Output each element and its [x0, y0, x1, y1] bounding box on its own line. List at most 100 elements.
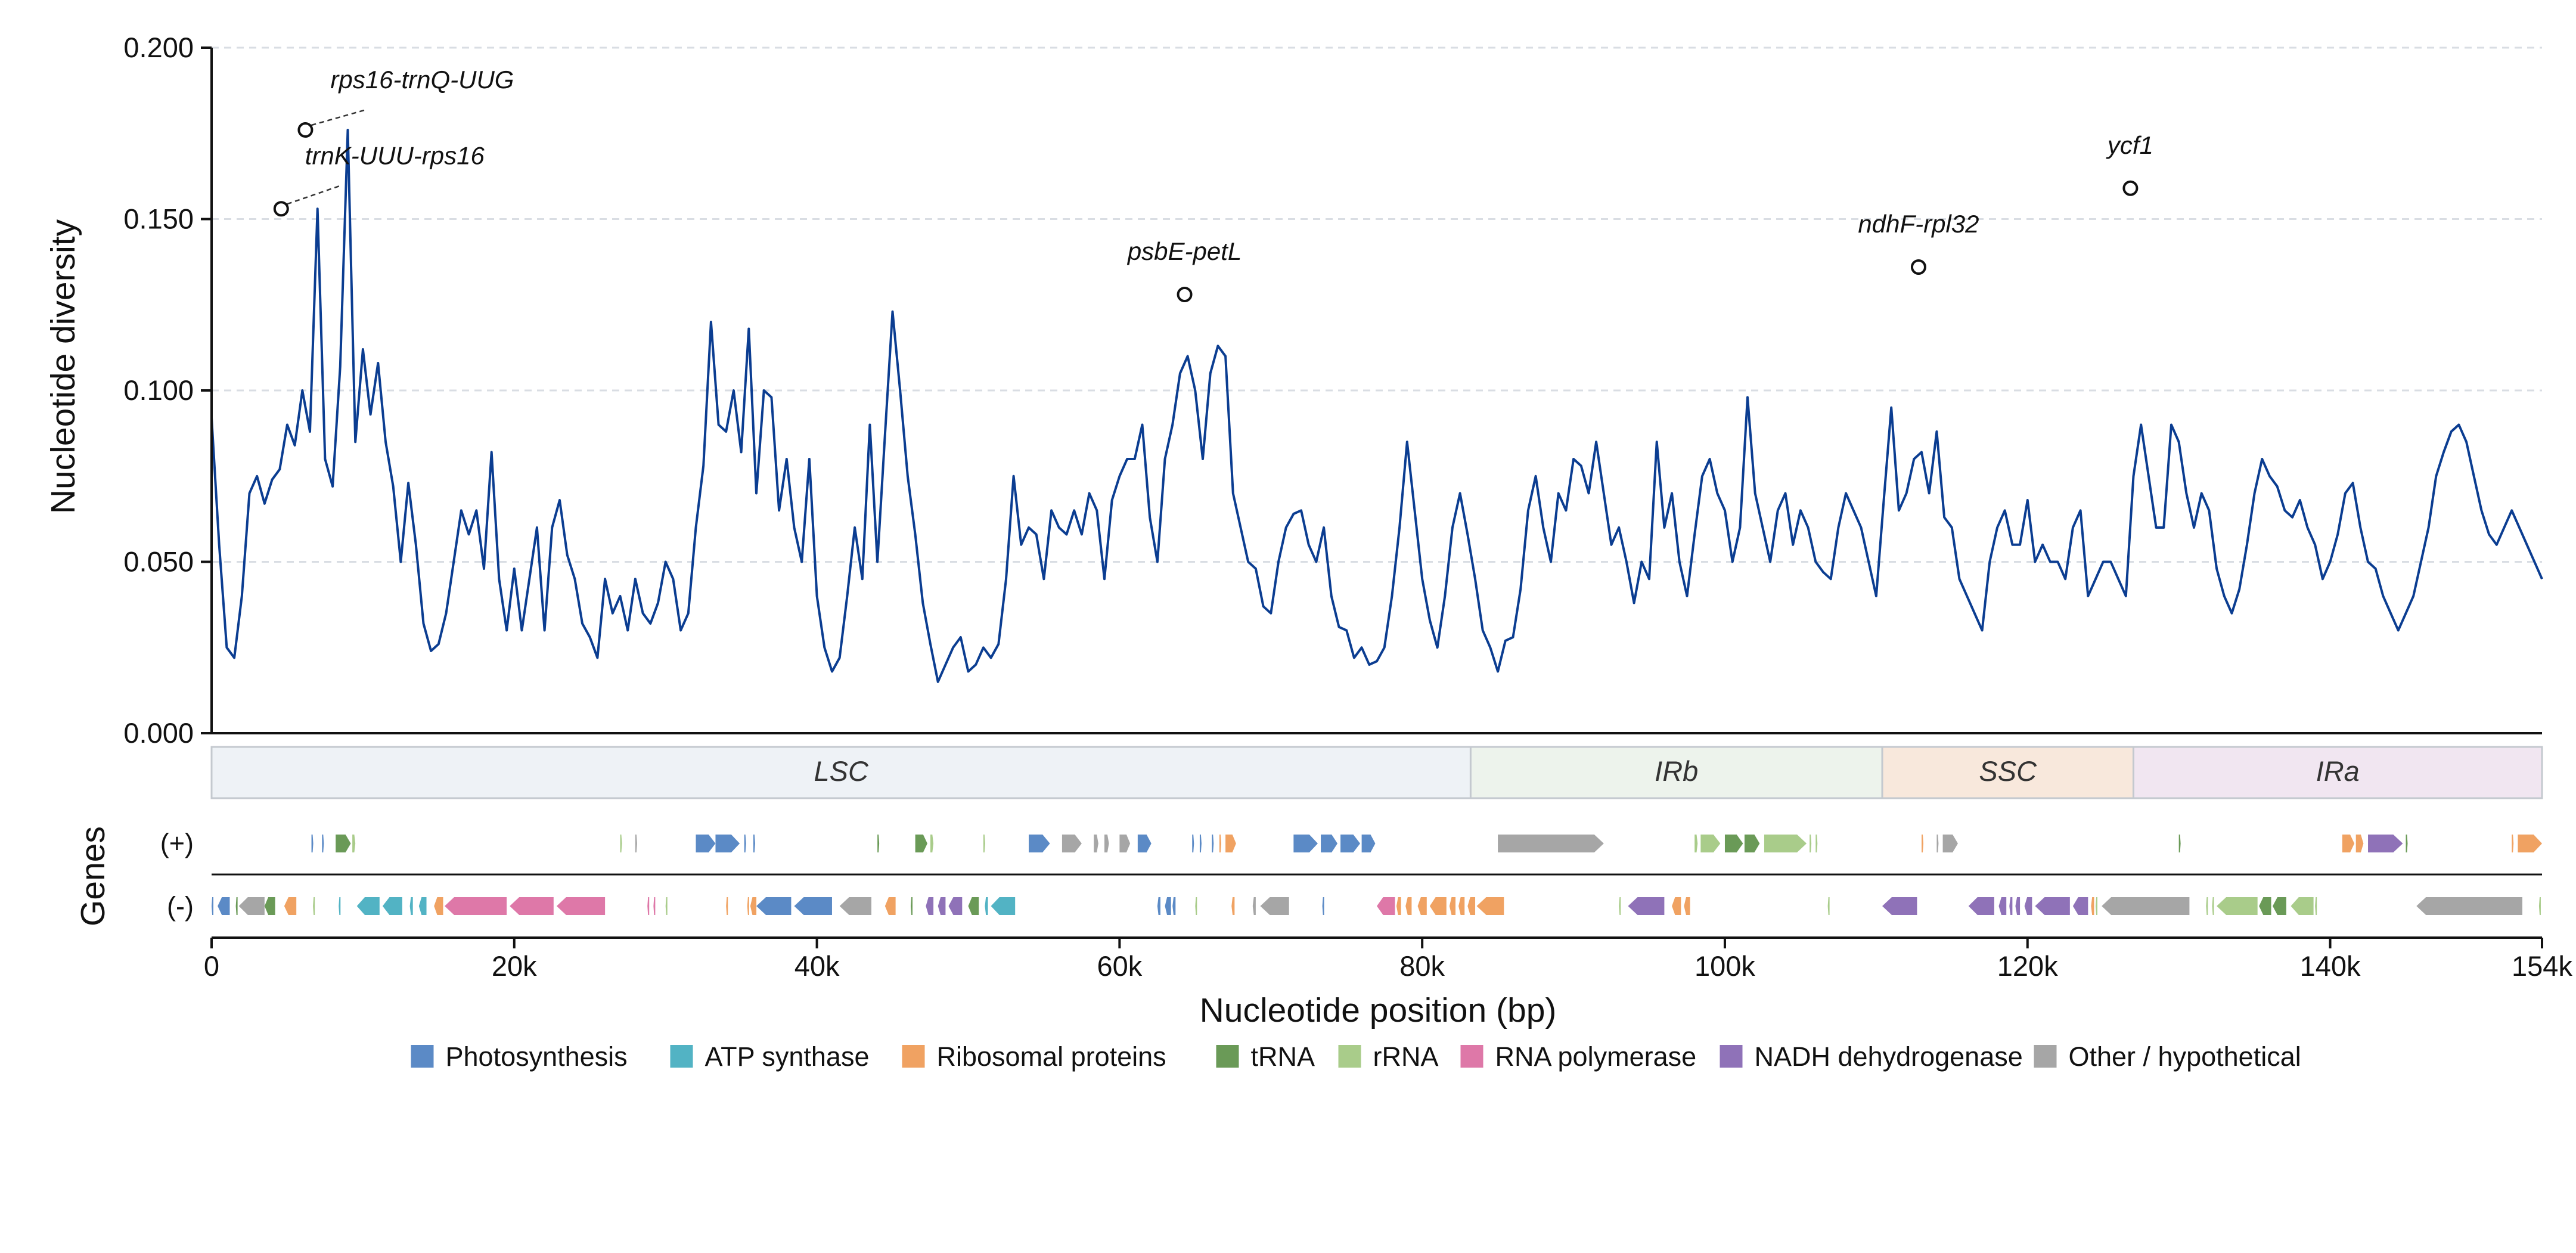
minus-strand-gene	[434, 897, 443, 915]
legend-swatch-other	[2034, 1045, 2057, 1068]
minus-strand-gene	[1458, 897, 1465, 915]
legend-swatch-trna	[1216, 1045, 1239, 1068]
region-label-ira: IRa	[2316, 755, 2360, 787]
region-label-irb: IRb	[1655, 755, 1698, 787]
peak-label: rps16-trnQ-UUG	[330, 66, 514, 94]
plus-strand-gene	[915, 835, 927, 852]
minus-strand-gene	[2024, 897, 2032, 915]
minus-strand-gene	[2206, 897, 2208, 915]
minus-strand-gene	[911, 897, 913, 915]
peak-marker	[1177, 287, 1193, 302]
minus-strand-gene	[747, 897, 749, 915]
minus-strand-gene	[556, 897, 606, 915]
plus-strand-gene	[1137, 835, 1152, 852]
minus-strand-label: (-)	[167, 891, 194, 922]
minus-strand-gene	[991, 897, 1016, 915]
minus-strand-gene	[2538, 897, 2541, 915]
minus-strand-gene	[2102, 897, 2190, 915]
minus-strand-gene	[2217, 897, 2258, 915]
plus-strand-gene	[1815, 835, 1818, 852]
y-tick-label: 0.100	[123, 374, 194, 406]
minus-strand-gene	[756, 897, 792, 915]
minus-strand-gene	[2015, 897, 2021, 915]
plus-strand-gene	[352, 835, 356, 852]
diversity-series	[210, 129, 2543, 683]
plus-strand-gene	[1340, 835, 1361, 852]
x-tick-label: 20k	[492, 950, 537, 982]
minus-strand-gene	[750, 897, 757, 915]
minus-strand-gene	[726, 897, 728, 915]
legend-swatch-atp	[670, 1045, 693, 1068]
gene-track	[212, 835, 2542, 915]
y-tick-label: 0.050	[123, 546, 194, 578]
legend-label-atp: ATP synthase	[705, 1041, 870, 1072]
minus-strand-gene	[382, 897, 402, 915]
peak-marker	[1910, 259, 1926, 275]
minus-strand-gene	[1619, 897, 1621, 915]
peak-label: ycf1	[2106, 131, 2153, 159]
plus-strand-gene	[1361, 835, 1376, 852]
y-tick-label: 0.000	[123, 717, 194, 749]
minus-strand-gene	[1231, 897, 1235, 915]
minus-strand-gene	[445, 897, 507, 915]
legend-label-ribo: Ribosomal proteins	[937, 1041, 1166, 1072]
x-tick-label: 60k	[1097, 950, 1142, 982]
plus-strand-gene	[744, 835, 746, 852]
legend-swatch-ribo	[902, 1045, 925, 1068]
plus-strand-gene	[1199, 835, 1202, 852]
minus-strand-gene	[2416, 897, 2522, 915]
minus-strand-gene	[339, 897, 341, 915]
y-tick-label: 0.200	[123, 32, 194, 63]
legend-label-rrna: rRNA	[1373, 1041, 1439, 1072]
diversity-line	[210, 129, 2543, 683]
legend-label-rnap: RNA polymerase	[1495, 1041, 1697, 1072]
legend-label-nadh: NADH dehydrogenase	[1755, 1041, 2023, 1072]
plus-strand-gene	[696, 835, 716, 852]
minus-strand-gene	[948, 897, 963, 915]
axes: Nucleotide diversity Nucleotide position…	[44, 32, 2572, 1029]
legend-swatch-rrna	[1338, 1045, 1361, 1068]
plus-strand-gene	[2518, 835, 2542, 852]
peak-marker	[2122, 180, 2139, 196]
minus-strand-gene	[926, 897, 934, 915]
x-tick-label: 40k	[794, 950, 840, 982]
minus-strand-gene	[647, 897, 650, 915]
plus-strand-gene	[635, 835, 637, 852]
plus-strand-gene	[1192, 835, 1194, 852]
y-axis-title: Nucleotide diversity	[44, 219, 82, 514]
region-irb	[1469, 746, 1883, 799]
plus-strand-gene	[311, 835, 314, 852]
gridlines	[212, 46, 2542, 563]
x-tick-label: 80k	[1399, 950, 1445, 982]
x-tick-label: 100k	[1694, 950, 1755, 982]
minus-strand-gene	[1684, 897, 1690, 915]
minus-strand-gene	[409, 897, 413, 915]
gene-track-title: Genes	[74, 826, 112, 926]
minus-strand-gene	[938, 897, 946, 915]
peak-label: ndhF-rpl32	[1858, 210, 1979, 238]
minus-strand-gene	[1252, 897, 1256, 915]
legend-swatch-photo	[411, 1045, 434, 1068]
legend-label-trna: tRNA	[1251, 1041, 1315, 1072]
region-label-lsc: LSC	[814, 755, 868, 787]
minus-strand-gene	[653, 897, 656, 915]
minus-strand-gene	[510, 897, 554, 915]
minus-strand-gene	[1165, 897, 1171, 915]
peak-marker	[273, 201, 289, 217]
minus-strand-gene	[1827, 897, 1830, 915]
plus-strand-gene	[620, 835, 622, 852]
annotation-leader	[311, 108, 367, 126]
minus-strand-gene	[1467, 897, 1476, 915]
minus-strand-gene	[985, 897, 988, 915]
plus-strand-gene	[1062, 835, 1082, 852]
plus-strand-gene	[877, 835, 880, 852]
minus-strand-gene	[2009, 897, 2013, 915]
legend-label-photo: Photosynthesis	[446, 1041, 628, 1072]
minus-strand-gene	[2259, 897, 2271, 915]
plus-strand-gene	[1922, 835, 1924, 852]
minus-strand-gene	[2273, 897, 2286, 915]
x-axis-title: Nucleotide position (bp)	[1200, 991, 1557, 1029]
minus-strand-gene	[1476, 897, 1504, 915]
minus-strand-gene	[2096, 897, 2098, 915]
